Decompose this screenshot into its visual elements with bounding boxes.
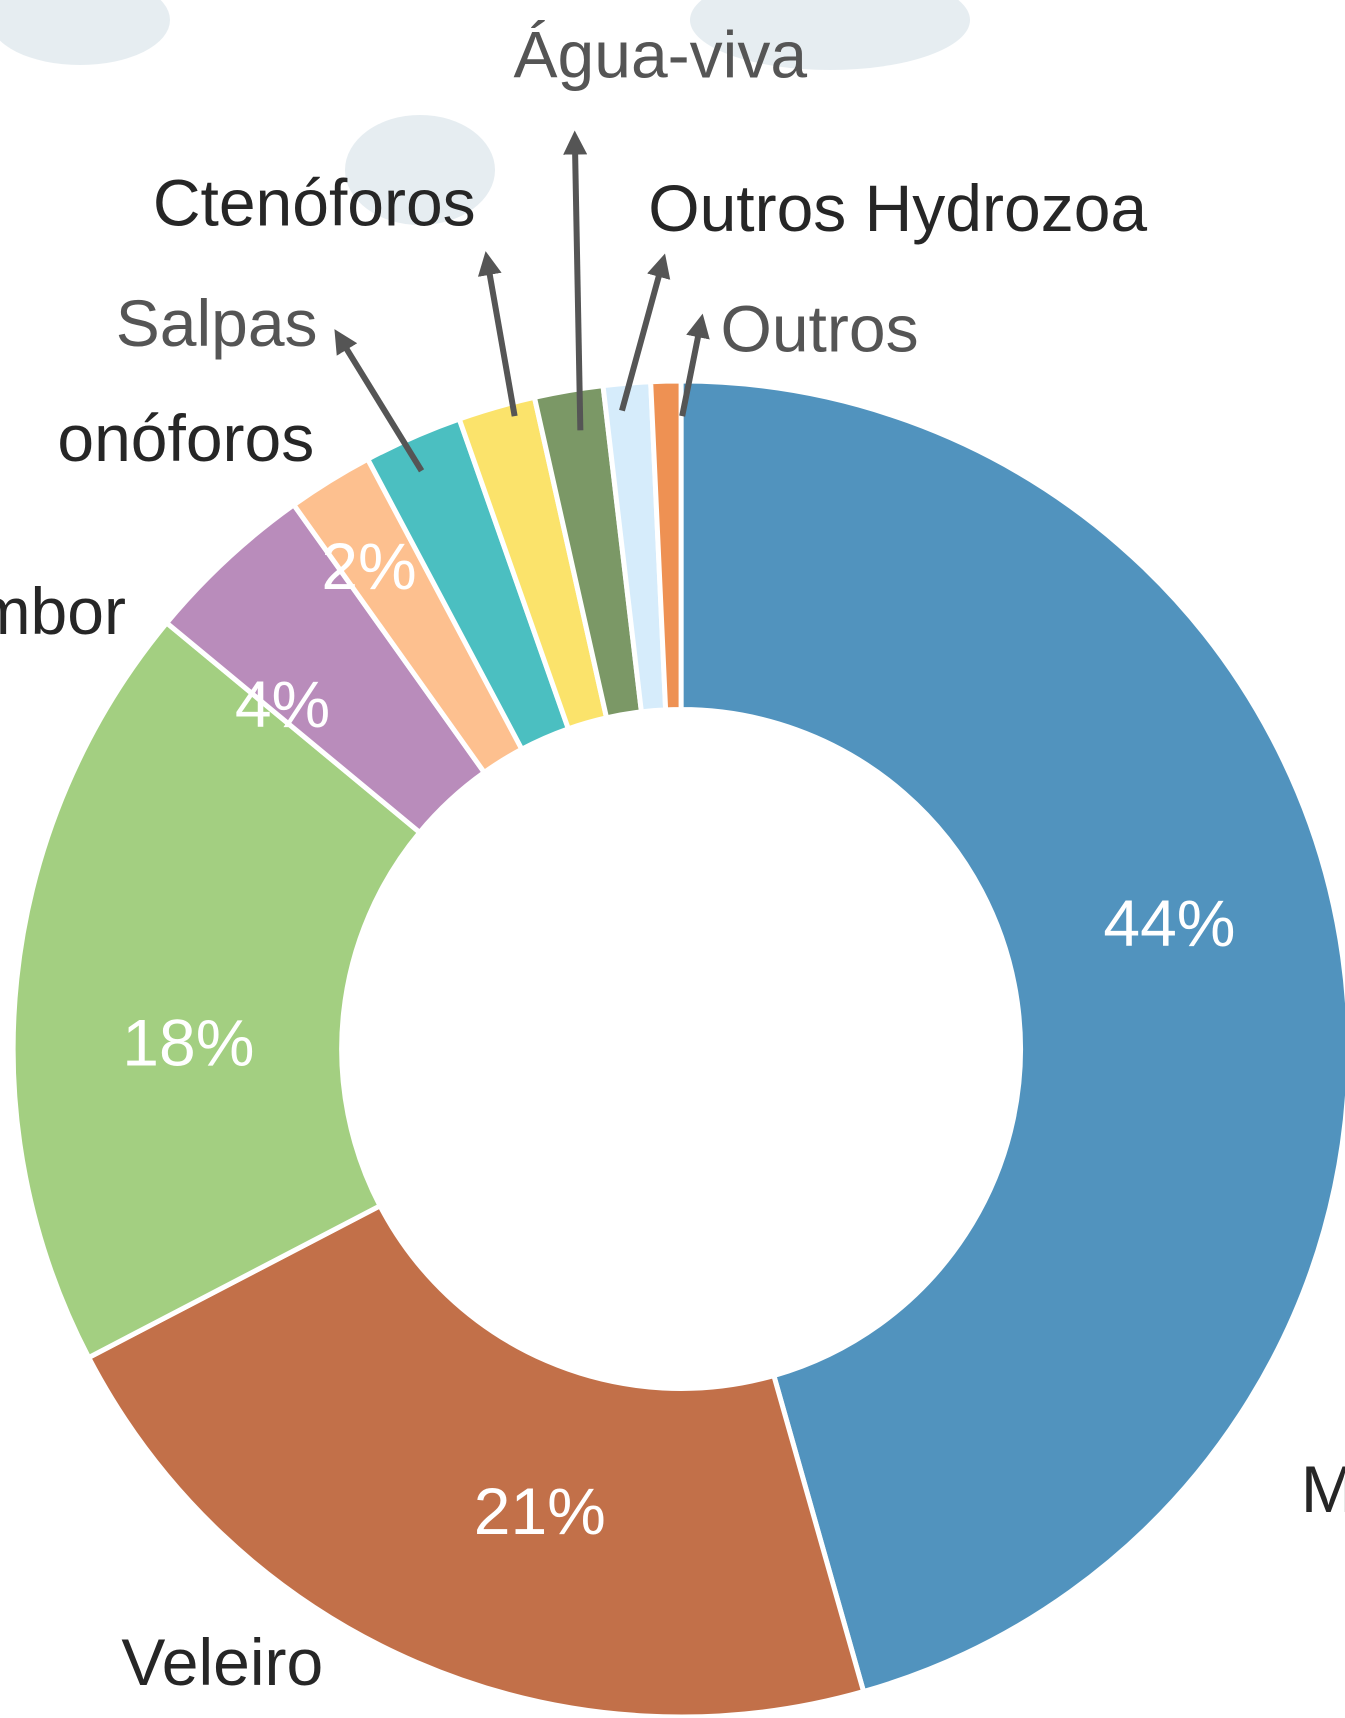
data-label: 4% — [235, 667, 330, 741]
category-label: mbor — [0, 574, 126, 648]
donut-slice — [10, 619, 424, 1361]
donut-slice — [85, 1202, 867, 1718]
leader-arrow — [334, 329, 425, 473]
category-label: M — [1301, 1452, 1345, 1526]
leader-arrow — [619, 253, 671, 412]
data-label: 2% — [321, 529, 416, 603]
category-label: Outros Hydrozoa — [648, 171, 1147, 245]
data-label: 44% — [1103, 886, 1235, 960]
leader-arrow — [477, 251, 518, 417]
donut-slice — [648, 378, 684, 713]
category-label: Outros — [721, 291, 919, 365]
data-label: 21% — [474, 1474, 606, 1548]
category-label: Água-viva — [514, 18, 808, 92]
category-label: Veleiro — [121, 1625, 323, 1699]
data-label: 18% — [122, 1005, 254, 1079]
category-label: onóforos — [57, 401, 314, 475]
donut-slice — [678, 378, 1345, 1695]
category-label: Ctenóforos — [153, 165, 476, 239]
leader-arrow — [679, 313, 710, 417]
category-label: Salpas — [116, 286, 318, 360]
leader-arrow — [563, 130, 588, 431]
decoration — [0, 0, 970, 225]
